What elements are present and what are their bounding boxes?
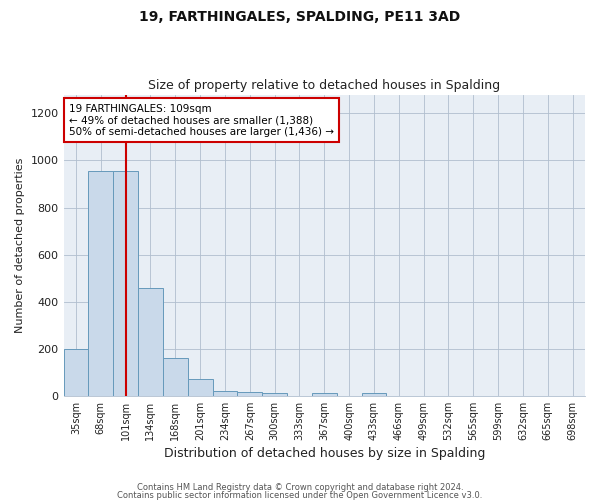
Bar	[262, 393, 287, 396]
Bar	[312, 394, 337, 396]
Text: Contains HM Land Registry data © Crown copyright and database right 2024.: Contains HM Land Registry data © Crown c…	[137, 484, 463, 492]
Title: Size of property relative to detached houses in Spalding: Size of property relative to detached ho…	[148, 79, 500, 92]
Text: Contains public sector information licensed under the Open Government Licence v3: Contains public sector information licen…	[118, 491, 482, 500]
Y-axis label: Number of detached properties: Number of detached properties	[15, 158, 25, 333]
Bar	[88, 171, 113, 396]
Bar	[64, 348, 88, 396]
Bar	[113, 171, 138, 396]
X-axis label: Distribution of detached houses by size in Spalding: Distribution of detached houses by size …	[164, 447, 485, 460]
Text: 19, FARTHINGALES, SPALDING, PE11 3AD: 19, FARTHINGALES, SPALDING, PE11 3AD	[139, 10, 461, 24]
Bar	[362, 394, 386, 396]
Text: 19 FARTHINGALES: 109sqm
← 49% of detached houses are smaller (1,388)
50% of semi: 19 FARTHINGALES: 109sqm ← 49% of detache…	[69, 104, 334, 137]
Bar	[163, 358, 188, 396]
Bar	[238, 392, 262, 396]
Bar	[212, 390, 238, 396]
Bar	[138, 288, 163, 396]
Bar	[188, 380, 212, 396]
